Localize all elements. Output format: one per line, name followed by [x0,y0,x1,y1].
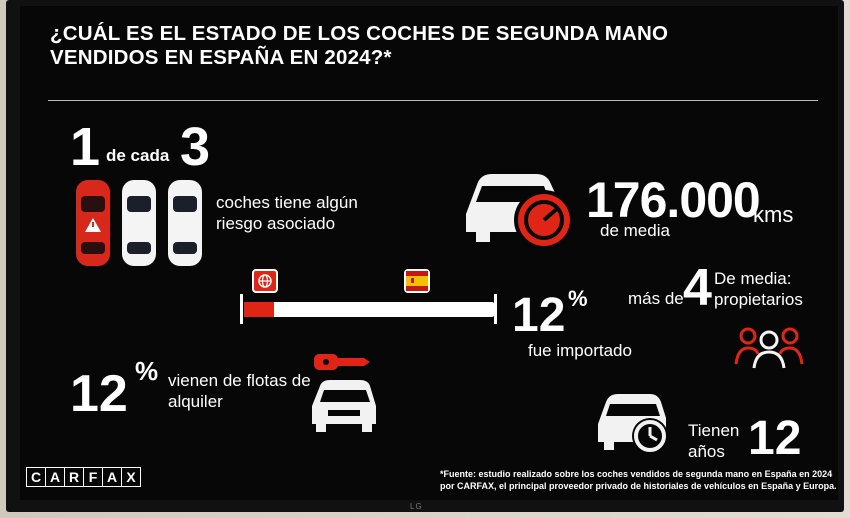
owners-value: 4 [683,259,712,317]
globe-flag-icon [252,269,278,293]
car-clock-icon [598,394,668,454]
import-bar-left-cap [240,294,243,324]
page-title: ¿CUÁL ES EL ESTADO DE LOS COCHES DE SEGU… [50,22,669,69]
import-bar-fill [244,302,274,317]
risk-text: coches tiene algún riesgo asociado [216,193,358,233]
import-bar-track [244,302,494,317]
car-red-warning-icon [76,180,110,266]
logo-letter: X [126,469,136,485]
car-white-icon [122,180,156,266]
import-bar-right-cap [494,294,497,324]
infographic-screen: ¿CUÁL ES EL ESTADO DE LOS COCHES DE SEGU… [20,6,838,500]
carfax-logo: C A R F A X [26,467,141,487]
owners-text: De media: propietarios [714,269,803,309]
footnote: *Fuente: estudio realizado sobre los coc… [440,469,837,491]
risk-one: 1 [70,117,101,177]
people-icon [734,327,804,369]
rental-value: 12 [70,365,128,423]
tv-frame: ¿CUÁL ES EL ESTADO DE LOS COCHES DE SEGU… [6,0,844,512]
imported-text: fue importado [528,341,632,360]
title-divider [48,100,818,101]
imported-percent-sign: % [568,286,588,311]
tv-brand-label: LG [410,502,423,511]
risk-three: 3 [180,117,211,177]
spain-flag-icon [404,269,430,293]
logo-letter: F [84,468,103,486]
risk-de-cada: de cada [106,146,170,165]
logo-letter: C [27,468,46,486]
owners-mas-de: más de [628,289,684,308]
km-unit: kms [753,202,794,227]
age-label: Tienen años [688,421,740,461]
car-white-icon [168,180,202,266]
km-subtitle: de media [600,221,670,240]
car-group-icon [76,180,202,266]
import-progress-bar [240,294,497,324]
age-value: 12 [748,412,802,465]
km-value: 176.000 [586,172,761,228]
logo-letter: A [103,468,122,486]
car-front-speedometer-icon [466,174,574,250]
logo-letter: A [46,468,65,486]
car-keys-icon [312,354,376,432]
rental-percent-sign: % [135,356,159,386]
logo-letter: R [65,468,84,486]
rental-text: vienen de flotas de alquiler [168,371,311,411]
imported-value: 12 [512,289,566,342]
